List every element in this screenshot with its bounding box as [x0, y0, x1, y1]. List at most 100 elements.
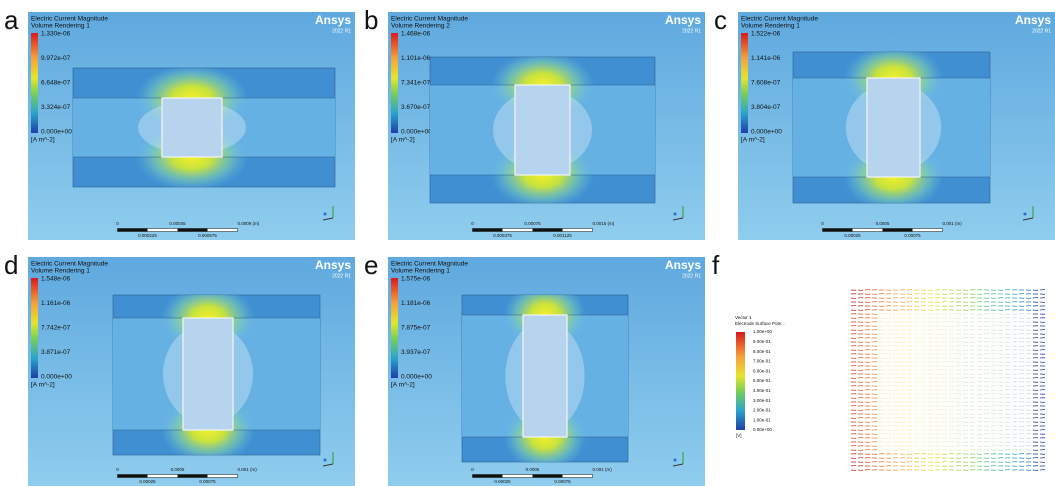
vector-arrow [949, 446, 954, 447]
vector-arrow [935, 389, 940, 390]
colorbar-label: 7.341e-07 [401, 80, 431, 87]
vector-arrow [900, 442, 905, 443]
scale-label: 0.001125 [553, 233, 572, 238]
colorbar-unit: [A m^-2] [741, 137, 765, 144]
vector-arrow [1026, 358, 1031, 359]
vector-arrow [963, 437, 968, 438]
vector-arrow [886, 358, 891, 359]
vector-arrow [1005, 342, 1010, 343]
vector-arrow [949, 386, 954, 387]
vector-arrow [1012, 461, 1017, 462]
vector-arrow [886, 438, 891, 439]
vector-arrow [900, 402, 905, 403]
vector-arrow [977, 441, 982, 442]
vector-arrow [935, 422, 940, 423]
vector-arrow [1019, 453, 1024, 454]
vector-arrow [928, 470, 933, 471]
vector-arrow [942, 314, 947, 315]
vector-arrow [1033, 330, 1038, 331]
vector-arrow [1005, 349, 1010, 350]
vector-arrow [970, 302, 975, 303]
vector-arrow [886, 458, 891, 459]
vector-arrow [963, 457, 968, 458]
vector-arrow [949, 293, 954, 294]
vector-arrow [956, 365, 961, 366]
vector-arrow [907, 461, 912, 462]
colorbar-label: 4.00e-01 [753, 388, 771, 393]
vector-arrow [1040, 362, 1045, 363]
vector-arrow [865, 389, 870, 390]
cavity [515, 85, 570, 175]
colorbar-label: 0.000e+00 [41, 374, 72, 381]
vector-arrow [949, 373, 954, 374]
vector-arrow [893, 290, 898, 291]
vector-arrow [942, 301, 947, 302]
vector-arrow [1019, 346, 1024, 347]
vector-arrow [956, 405, 961, 406]
colorbar-label: 1.00e-01 [753, 417, 771, 422]
vector-arrow [886, 445, 891, 446]
vector-arrow [921, 305, 926, 306]
vector-arrow [942, 374, 947, 375]
vector-arrow [914, 433, 919, 434]
vector-arrow [851, 385, 856, 386]
vector-arrow [1012, 361, 1017, 362]
vector-arrow [977, 434, 982, 435]
axis-triad [324, 459, 327, 462]
vector-arrow [893, 417, 898, 418]
legend-subtitle: Volume Rendering 1 [31, 268, 90, 275]
vector-arrow [1040, 289, 1045, 290]
vector-arrow [991, 365, 996, 366]
vector-arrow [914, 446, 919, 447]
vector-arrow [914, 466, 919, 467]
scale-bar-segment [118, 229, 148, 232]
vector-arrow [963, 410, 968, 411]
vector-arrow [942, 334, 947, 335]
vector-arrow [1040, 322, 1045, 323]
vector-arrow [942, 414, 947, 415]
scale-bar-segment [533, 475, 563, 478]
vector-arrow [963, 397, 968, 398]
vector-arrow [886, 298, 891, 299]
vector-arrow [914, 333, 919, 334]
axis-triad [1024, 213, 1027, 216]
vector-arrow [928, 310, 933, 311]
vector-arrow [872, 354, 877, 355]
scale-bar-segment [118, 475, 148, 478]
vector-arrow [907, 414, 912, 415]
vector-arrow [977, 401, 982, 402]
colorbar-label: 8.00e-01 [753, 349, 771, 354]
vector-arrow [984, 453, 989, 454]
vector-arrow [893, 410, 898, 411]
vector-arrow [1026, 398, 1031, 399]
vector-arrow [998, 457, 1003, 458]
vector-arrow [879, 333, 884, 334]
vector-arrow [886, 378, 891, 379]
scale-label: 0.0015 (m) [593, 221, 615, 226]
vector-arrow [865, 289, 870, 290]
vector-arrow [921, 438, 926, 439]
vector-arrow [1012, 381, 1017, 382]
vector-arrow [900, 369, 905, 370]
colorbar-label: 7.608e-07 [751, 80, 781, 87]
vector-arrow [1040, 369, 1045, 370]
vector-arrow [893, 357, 898, 358]
vector-arrow [1019, 326, 1024, 327]
vector-arrow [1012, 394, 1017, 395]
vector-arrow [1012, 314, 1017, 315]
colorbar-unit: [A m^-2] [31, 382, 55, 389]
cavity [183, 318, 233, 430]
vector-arrow [935, 309, 940, 310]
vector-arrow [872, 381, 877, 382]
vector-arrow [970, 409, 975, 410]
scale-label: 0.0005 [876, 221, 890, 226]
vector-arrow [858, 350, 863, 351]
vector-arrow [1005, 362, 1010, 363]
vector-arrow [970, 342, 975, 343]
vector-arrow [879, 306, 884, 307]
vector-arrow [956, 458, 961, 459]
scale-label: 0.00075 [904, 233, 921, 238]
vector-arrow [1012, 434, 1017, 435]
vector-arrow [907, 341, 912, 342]
